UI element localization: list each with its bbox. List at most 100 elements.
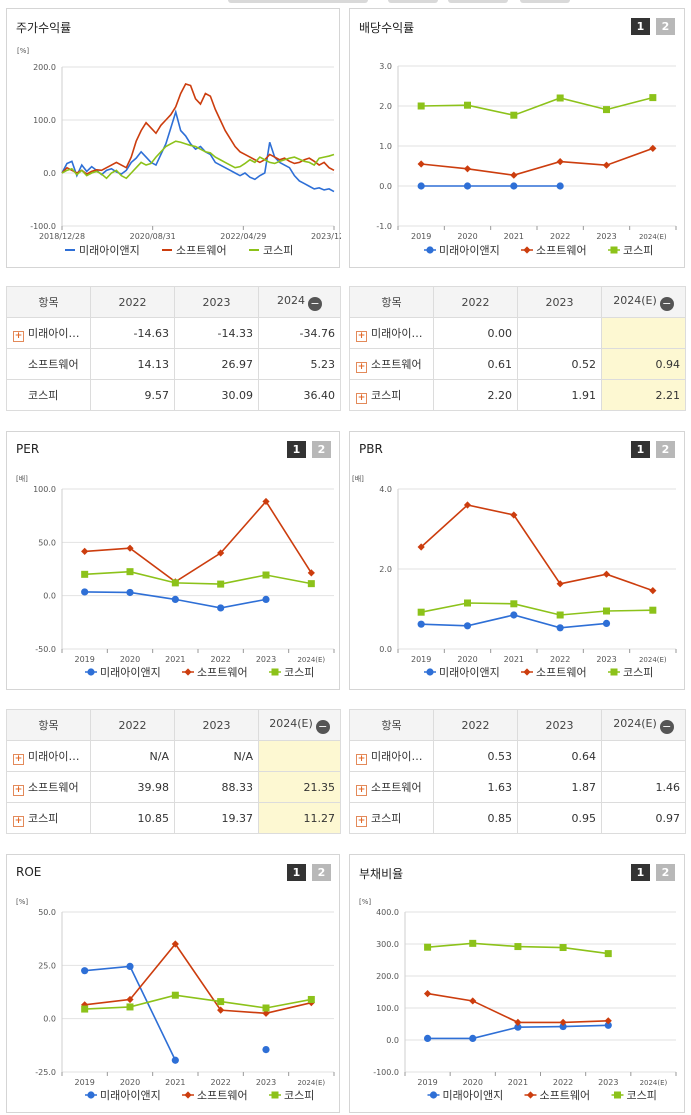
data-point xyxy=(171,579,179,587)
expand-icon[interactable]: + xyxy=(356,392,367,404)
page-2-button[interactable]: 2 xyxy=(656,441,675,458)
x-tick-label: 2023 xyxy=(596,232,616,241)
top-tab[interactable] xyxy=(448,0,508,3)
data-point xyxy=(307,580,315,588)
page-1-button[interactable]: 1 xyxy=(631,441,650,458)
data-point xyxy=(463,622,472,630)
x-tick-label: 2023 xyxy=(598,1078,618,1087)
row-label: 소프트웨어 xyxy=(371,357,422,371)
expand-icon[interactable]: + xyxy=(13,753,24,765)
row-label: 코스피 xyxy=(6,379,91,411)
cell: 26.97 xyxy=(174,348,259,380)
data-point xyxy=(604,1021,612,1029)
data-point xyxy=(271,668,279,676)
header-2024e: 2024(E) − xyxy=(258,709,341,741)
x-tick-label: 2020 xyxy=(457,232,477,241)
cell: 2.21 xyxy=(601,379,686,411)
data-point xyxy=(602,161,611,169)
expand-icon[interactable]: + xyxy=(356,361,367,373)
row-label: 소프트웨어 xyxy=(6,348,91,380)
page-2-button[interactable]: 2 xyxy=(312,441,331,458)
page-1-button[interactable]: 1 xyxy=(287,864,306,881)
y-tick-label: 50.0 xyxy=(38,538,56,547)
expand-icon[interactable]: + xyxy=(13,784,24,796)
page-1-button[interactable]: 1 xyxy=(631,18,650,35)
cell: 5.23 xyxy=(258,348,341,380)
collapse-icon[interactable]: − xyxy=(315,719,330,734)
collapse-icon[interactable]: − xyxy=(659,296,674,311)
data-point xyxy=(510,171,518,179)
row-label: 미래아이… xyxy=(28,749,80,763)
row-label: 코스피 xyxy=(28,811,59,825)
cell: 1.46 xyxy=(601,771,686,803)
expand-icon[interactable]: + xyxy=(356,753,367,765)
cell: 11.27 xyxy=(258,802,341,834)
legend-label: 코스피 xyxy=(284,666,314,679)
data-point xyxy=(604,1017,612,1025)
data-point xyxy=(87,668,95,676)
y-tick-label: 100.0 xyxy=(33,116,56,125)
cell: -34.76 xyxy=(258,317,341,349)
data-point xyxy=(262,497,270,506)
legend-label: 소프트웨어 xyxy=(536,666,587,679)
legend-label: 미래아이앤지 xyxy=(79,244,140,257)
x-tick-label: 2022 xyxy=(210,655,230,664)
axis-unit-label: [%] xyxy=(359,898,371,906)
page-2-button[interactable]: 2 xyxy=(312,864,331,881)
x-tick-label: 2024(E) xyxy=(639,233,667,241)
collapse-icon[interactable]: − xyxy=(659,719,674,734)
expand-icon[interactable]: + xyxy=(356,784,367,796)
header-2022: 2022 xyxy=(90,709,175,741)
top-tab[interactable] xyxy=(388,0,438,3)
data-point xyxy=(171,991,179,999)
x-tick-label: 2021 xyxy=(504,655,524,664)
collapse-icon[interactable]: − xyxy=(308,296,322,311)
data-point xyxy=(417,182,425,190)
page-1-button[interactable]: 1 xyxy=(631,864,650,881)
data-point xyxy=(184,1091,192,1099)
cell: 1.63 xyxy=(433,771,518,803)
legend-label: 코스피 xyxy=(623,244,653,257)
expand-icon[interactable]: + xyxy=(356,815,367,827)
row-label: 미래아이… xyxy=(371,749,423,763)
x-tick-label: 2022 xyxy=(550,655,570,664)
data-point xyxy=(426,668,434,676)
legend-label: 미래아이앤지 xyxy=(100,666,161,679)
table-row: 코스피 9.57 30.09 36.40 xyxy=(6,379,341,411)
page-2-button[interactable]: 2 xyxy=(656,864,675,881)
panel-title: 주가수익률 xyxy=(16,21,72,35)
legend-label: 소프트웨어 xyxy=(197,666,248,679)
page-2-button[interactable]: 2 xyxy=(656,18,675,35)
axis-unit-label: [배] xyxy=(352,474,364,483)
table-row: + 코스피 0.85 0.95 0.97 xyxy=(349,802,686,834)
panel-title: ROE xyxy=(16,865,42,879)
data-point xyxy=(556,624,564,632)
expand-icon[interactable]: + xyxy=(13,815,24,827)
y-tick-label: 0.0 xyxy=(43,592,56,601)
stock-return-panel: 주가수익률 [%] 200.0 100.0 0.0 -100.0 2018/12/28 20… xyxy=(6,8,341,268)
cell: -14.63 xyxy=(90,317,175,349)
data-point xyxy=(171,1056,179,1064)
page-1-button[interactable]: 1 xyxy=(287,441,306,458)
data-point xyxy=(556,182,564,190)
header-2022: 2022 xyxy=(433,709,518,741)
cell: 0.94 xyxy=(601,348,686,380)
data-point xyxy=(559,1022,567,1031)
table-row: + 소프트웨어 0.61 0.52 0.94 xyxy=(349,348,686,380)
x-tick-label: 2020 xyxy=(457,655,477,664)
debt-ratio-panel: 부채비율 1 2 [%] 400.0 300.0 200.0 100.0 0.0 -100.… xyxy=(349,854,685,1113)
data-point xyxy=(514,1023,522,1031)
top-tab[interactable] xyxy=(520,0,570,3)
expand-icon[interactable]: + xyxy=(356,330,367,342)
stock-return-table: 항목 2022 2023 2024− + 미래아이… -14.63 -14.33 … xyxy=(6,286,341,411)
row-label: 미래아이… xyxy=(28,326,80,340)
data-point xyxy=(649,587,657,595)
top-tab[interactable] xyxy=(228,0,368,3)
data-point xyxy=(81,1005,89,1013)
dividend-yield-panel: 배당수익률 1 2 3.0 2.0 1.0 0.0 -1.0 2019 2020 2021 20… xyxy=(349,8,685,268)
table-row: + 미래아이… N/A N/A xyxy=(6,740,341,772)
data-point xyxy=(423,1034,432,1042)
x-tick-label: 2019 xyxy=(411,655,431,664)
expand-icon[interactable]: + xyxy=(13,330,24,342)
table-row: + 미래아이… 0.53 0.64 xyxy=(349,740,686,772)
